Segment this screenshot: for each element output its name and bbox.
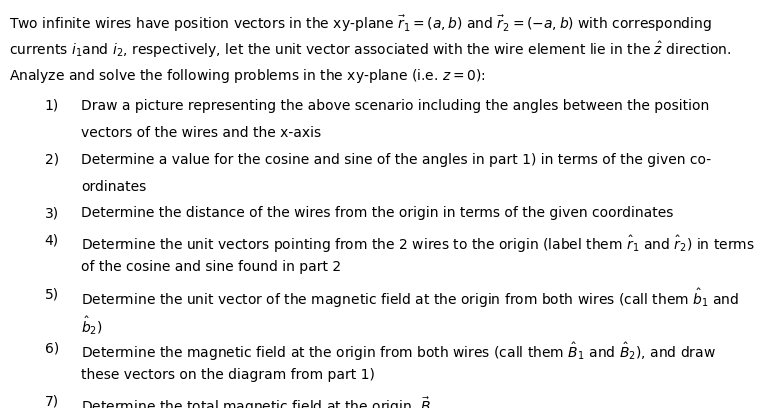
Text: Analyze and solve the following problems in the xy-plane (i.e. $z = 0$):: Analyze and solve the following problems… xyxy=(9,67,486,85)
Text: Determine the distance of the wires from the origin in terms of the given coordi: Determine the distance of the wires from… xyxy=(81,206,673,220)
Text: 6): 6) xyxy=(45,341,59,355)
Text: currents $i_1$and $i_2$, respectively, let the unit vector associated with the w: currents $i_1$and $i_2$, respectively, l… xyxy=(9,40,732,60)
Text: $\hat{b}_2$): $\hat{b}_2$) xyxy=(81,314,103,337)
Text: 7): 7) xyxy=(45,395,59,408)
Text: ordinates: ordinates xyxy=(81,180,146,193)
Text: Determine the unit vectors pointing from the 2 wires to the origin (label them $: Determine the unit vectors pointing from… xyxy=(81,233,755,255)
Text: 2): 2) xyxy=(45,153,59,166)
Text: 5): 5) xyxy=(45,287,59,301)
Text: Determine the unit vector of the magnetic field at the origin from both wires (c: Determine the unit vector of the magneti… xyxy=(81,287,739,310)
Text: Draw a picture representing the above scenario including the angles between the : Draw a picture representing the above sc… xyxy=(81,99,709,113)
Text: 3): 3) xyxy=(45,206,59,220)
Text: 4): 4) xyxy=(45,233,59,247)
Text: Determine the total magnetic field at the origin, $\vec{B}$: Determine the total magnetic field at th… xyxy=(81,395,431,408)
Text: Determine a value for the cosine and sine of the angles in part 1) in terms of t: Determine a value for the cosine and sin… xyxy=(81,153,711,166)
Text: vectors of the wires and the x-axis: vectors of the wires and the x-axis xyxy=(81,126,321,140)
Text: Determine the magnetic field at the origin from both wires (call them $\hat{B}_1: Determine the magnetic field at the orig… xyxy=(81,341,715,364)
Text: these vectors on the diagram from part 1): these vectors on the diagram from part 1… xyxy=(81,368,375,382)
Text: 1): 1) xyxy=(45,99,59,113)
Text: of the cosine and sine found in part 2: of the cosine and sine found in part 2 xyxy=(81,260,341,274)
Text: Two infinite wires have position vectors in the xy-plane $\vec{r}_1 = (a, b)$ an: Two infinite wires have position vectors… xyxy=(9,13,712,34)
